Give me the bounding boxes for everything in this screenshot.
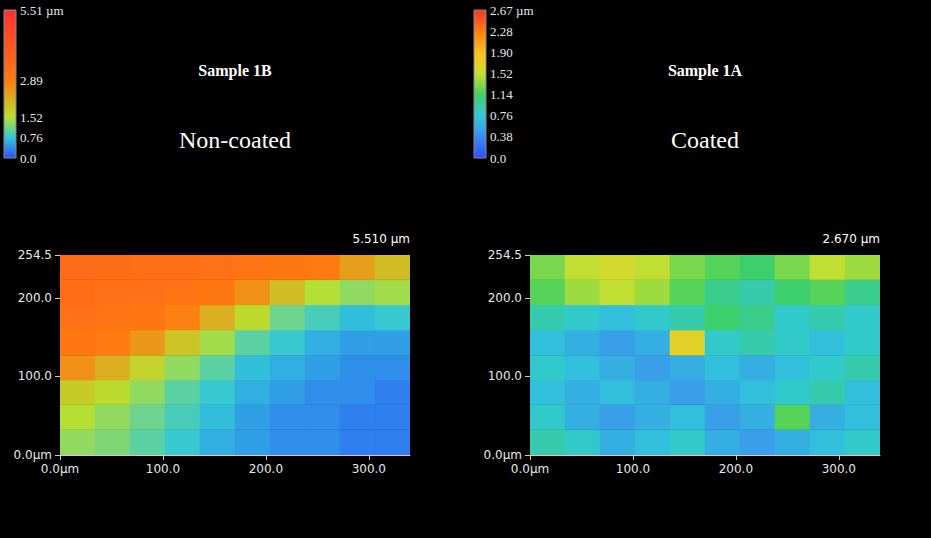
svg-text:254.5: 254.5 <box>18 248 52 262</box>
svg-text:100.0: 100.0 <box>488 369 522 383</box>
svg-text:1.52: 1.52 <box>490 66 513 81</box>
svg-text:Coated: Coated <box>671 127 739 153</box>
svg-text:Non-coated: Non-coated <box>179 127 291 153</box>
svg-text:Sample 1A: Sample 1A <box>668 62 743 80</box>
svg-text:0.0μm: 0.0μm <box>484 448 522 462</box>
svg-text:300.0: 300.0 <box>352 462 386 476</box>
svg-text:200.0: 200.0 <box>249 462 283 476</box>
svg-text:100.0: 100.0 <box>18 369 52 383</box>
svg-text:2.28: 2.28 <box>490 24 513 39</box>
svg-text:100.0: 100.0 <box>146 462 180 476</box>
svg-text:1.52: 1.52 <box>20 110 43 125</box>
svg-text:5.51 µm: 5.51 µm <box>20 3 64 18</box>
svg-text:0.0: 0.0 <box>20 151 36 166</box>
svg-text:0.76: 0.76 <box>490 108 513 123</box>
svg-text:300.0: 300.0 <box>822 462 856 476</box>
svg-text:200.0: 200.0 <box>719 462 753 476</box>
svg-text:0.38: 0.38 <box>490 129 513 144</box>
svg-text:1.14: 1.14 <box>490 87 513 102</box>
svg-text:0.76: 0.76 <box>20 130 43 145</box>
svg-text:0.0μm: 0.0μm <box>511 462 549 476</box>
svg-text:0.0μm: 0.0μm <box>41 462 79 476</box>
svg-text:0.0μm: 0.0μm <box>14 448 52 462</box>
svg-text:2.89: 2.89 <box>20 73 43 88</box>
svg-text:Sample 1B: Sample 1B <box>198 62 272 80</box>
svg-text:254.5: 254.5 <box>488 248 522 262</box>
svg-text:1.90: 1.90 <box>490 45 513 60</box>
svg-text:2.670 μm: 2.670 μm <box>823 232 881 246</box>
svg-text:2.67 µm: 2.67 µm <box>490 3 534 18</box>
svg-text:200.0: 200.0 <box>18 291 52 305</box>
svg-text:5.510 μm: 5.510 μm <box>353 232 411 246</box>
svg-text:0.0: 0.0 <box>490 151 506 166</box>
svg-text:200.0: 200.0 <box>488 291 522 305</box>
svg-text:100.0: 100.0 <box>616 462 650 476</box>
